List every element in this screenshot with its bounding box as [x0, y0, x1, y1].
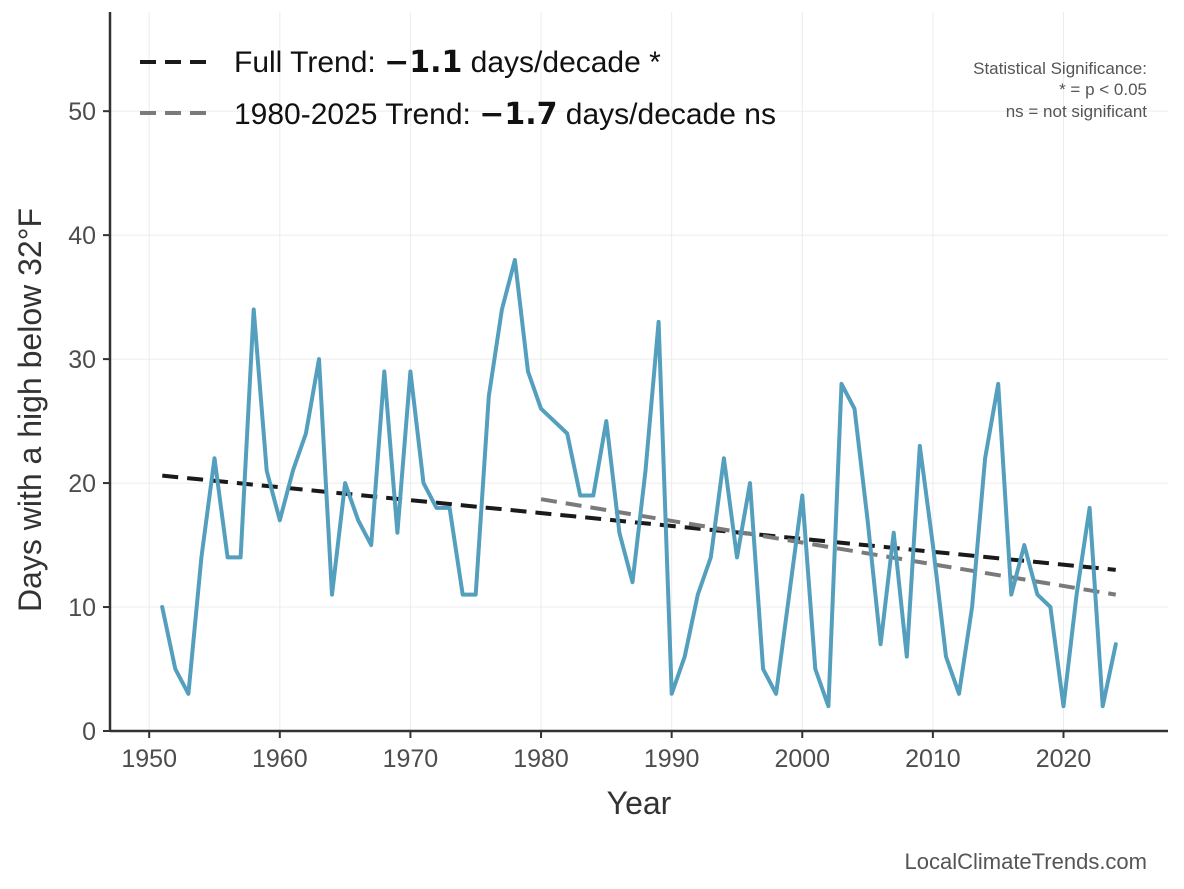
- trend-line-1980-2025: [540, 497, 1117, 597]
- legend-full-trend-value: −1.1: [384, 45, 462, 80]
- x-tick-label: 1950: [121, 745, 177, 773]
- y-axis-title: Days with a high below 32°F: [12, 208, 48, 612]
- y-tick-label: 40: [68, 222, 96, 250]
- y-tick-label: 50: [68, 98, 96, 126]
- legend-full-trend-suffix: days/decade *: [462, 46, 661, 79]
- legend-1980-trend-value: −1.7: [479, 97, 557, 132]
- x-tick-label: 2020: [1036, 745, 1092, 773]
- series-line: [160, 257, 1118, 709]
- significance-note-ns: ns = not significant: [1006, 102, 1148, 121]
- legend-1980-trend-suffix: days/decade ns: [557, 98, 775, 131]
- y-tick-label: 0: [82, 718, 96, 746]
- x-axis-title: Year: [607, 785, 672, 821]
- x-tick-label: 1970: [383, 745, 439, 773]
- significance-note-title: Statistical Significance:: [973, 59, 1147, 78]
- grid: [110, 12, 1168, 732]
- x-tick-label: 1960: [252, 745, 308, 773]
- legend: Full Trend: −1.1 days/decade * 1980-2025…: [140, 45, 776, 132]
- legend-full-trend-prefix: Full Trend:: [234, 46, 384, 79]
- y-tick-label: 30: [68, 346, 96, 374]
- significance-note-p: * = p < 0.05: [1059, 80, 1147, 99]
- data-series: [160, 257, 1118, 709]
- legend-label-full-trend: Full Trend: −1.1 days/decade *: [234, 45, 661, 80]
- y-tick-label: 10: [68, 594, 96, 622]
- footer-source: LocalClimateTrends.com: [905, 849, 1148, 874]
- x-tick-label: 2010: [905, 745, 961, 773]
- x-tick-label: 1990: [644, 745, 700, 773]
- y-tick-label: 20: [68, 470, 96, 498]
- axes: [103, 12, 1168, 738]
- legend-label-1980-trend: 1980-2025 Trend: −1.7 days/decade ns: [234, 97, 776, 132]
- significance-note: Statistical Significance: * = p < 0.05 n…: [973, 59, 1147, 121]
- legend-1980-trend-prefix: 1980-2025 Trend:: [234, 98, 479, 131]
- tick-labels: 1950 1960 1970 1980 1990 2000 2010 2020 0 10 20 30 4…: [68, 98, 1091, 773]
- x-tick-label: 1980: [513, 745, 569, 773]
- x-tick-label: 2000: [774, 745, 830, 773]
